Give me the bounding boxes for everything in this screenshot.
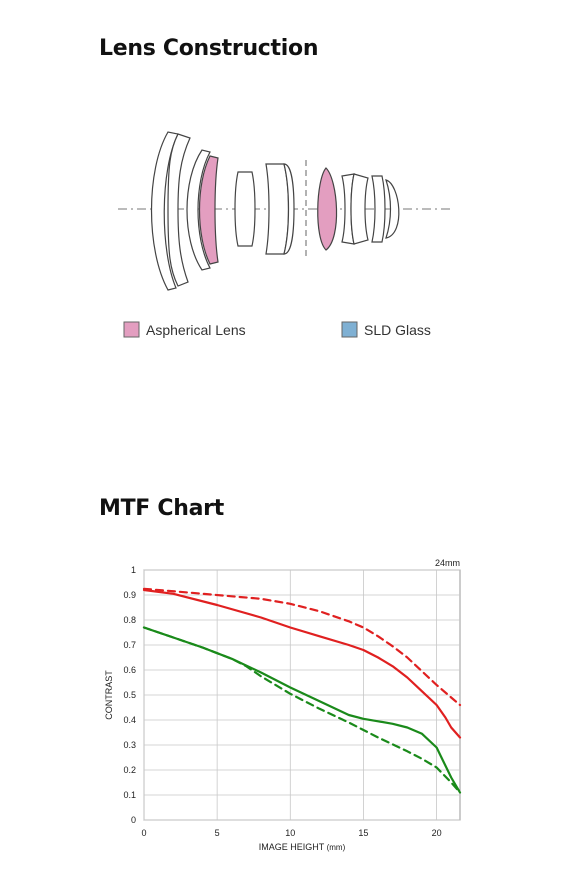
x-tick-label: 0 [141, 828, 146, 838]
y-tick-label: 0.2 [123, 765, 136, 775]
x-axis-label-unit: (mm) [327, 843, 346, 852]
sld-legend-label: SLD Glass [364, 322, 431, 338]
y-tick-label: 0.4 [123, 715, 136, 725]
x-axis-label: IMAGE HEIGHT (mm) [259, 842, 346, 852]
lens-element-10 [350, 173, 369, 245]
x-tick-label: 15 [358, 828, 368, 838]
lens-legend: Aspherical Lens SLD Glass [123, 321, 431, 338]
lens-element-6 [265, 163, 290, 255]
aspherical-legend-swatch [123, 321, 140, 338]
mtf-series-line-1 [142, 588, 462, 739]
sld-legend-swatch [341, 321, 358, 338]
y-tick-label: 0.7 [123, 640, 136, 650]
x-tick-label: 20 [432, 828, 442, 838]
y-tick-label: 0.5 [123, 690, 136, 700]
aspherical-element-2 [317, 167, 338, 251]
mtf-series-line-3 [142, 626, 462, 794]
aspherical-legend-label: Aspherical Lens [146, 322, 246, 338]
y-tick-label: 0 [131, 815, 136, 825]
y-tick-label: 0.8 [123, 615, 136, 625]
lens-element-3 [186, 149, 211, 271]
x-tick-label: 10 [285, 828, 295, 838]
tick-labels: 00.10.20.30.40.50.60.70.80.910 5 10 15 20 [123, 565, 441, 838]
y-axis-label: CONTRAST [104, 670, 114, 720]
series-layer [142, 587, 462, 794]
x-axis-label-name: IMAGE HEIGHT [259, 842, 325, 852]
lens-element-5 [234, 171, 256, 247]
chart-annotation: 24mm [435, 558, 460, 568]
y-tick-label: 0.6 [123, 665, 136, 675]
y-tick-label: 1 [131, 565, 136, 575]
lens-element-12 [385, 179, 400, 239]
y-tick-label: 0.9 [123, 590, 136, 600]
aspherical-element-1 [198, 155, 219, 265]
lens-element-11 [371, 175, 386, 243]
mtf-chart-heading: MTF Chart [99, 496, 224, 521]
lens-element-7 [283, 163, 295, 255]
y-tick-label: 0.3 [123, 740, 136, 750]
grid [143, 569, 461, 821]
mtf-series-line-4 [142, 626, 462, 794]
x-tick-label: 5 [215, 828, 220, 838]
lens-elements [118, 131, 454, 291]
y-tick-label: 0.1 [123, 790, 136, 800]
mtf-chart: 00.10.20.30.40.50.60.70.80.910 5 10 15 20 24… [104, 558, 462, 852]
lens-element-1 [150, 131, 179, 291]
mtf-series-line-2 [142, 587, 462, 707]
lens-construction-diagram: Aspherical Lens SLD Glass [118, 131, 454, 338]
lens-element-2 [167, 133, 191, 287]
lens-construction-heading: Lens Construction [99, 36, 319, 61]
